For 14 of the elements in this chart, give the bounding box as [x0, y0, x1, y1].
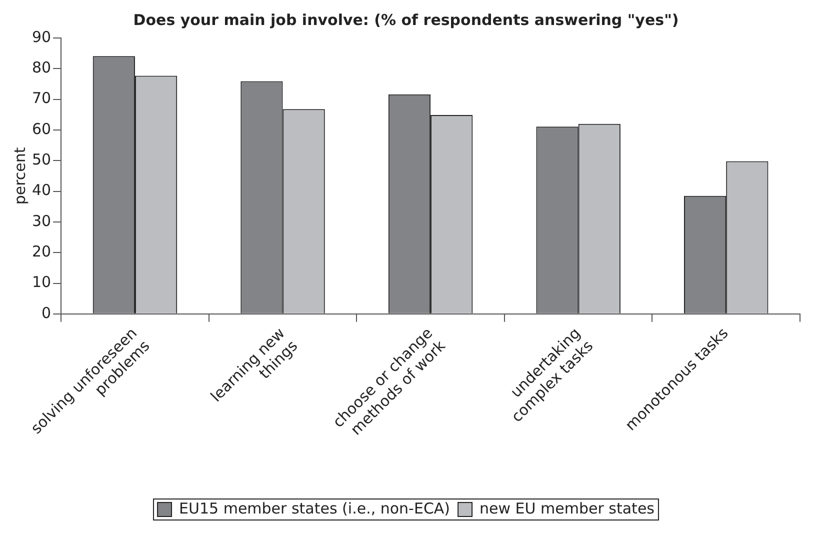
y-tick-label: 70 [32, 89, 52, 108]
y-tick-label: 60 [32, 120, 52, 138]
y-tick-label: 50 [32, 150, 52, 169]
y-axis-title: percent [10, 147, 29, 205]
y-tick-label: 10 [32, 273, 52, 292]
legend-label: EU15 member states (i.e., non-ECA) [179, 499, 450, 518]
y-tick-label: 30 [32, 212, 52, 230]
y-tick-label: 80 [32, 58, 52, 77]
y-tick-label: 90 [32, 28, 52, 46]
chart-title: Does your main job involve: (% of respondents answering "yes") [133, 10, 679, 29]
y-tick-label: 20 [32, 242, 52, 260]
legend-label: new EU member states [480, 499, 655, 518]
y-tick-label: 0 [42, 304, 52, 322]
y-tick-label: 40 [32, 181, 52, 200]
